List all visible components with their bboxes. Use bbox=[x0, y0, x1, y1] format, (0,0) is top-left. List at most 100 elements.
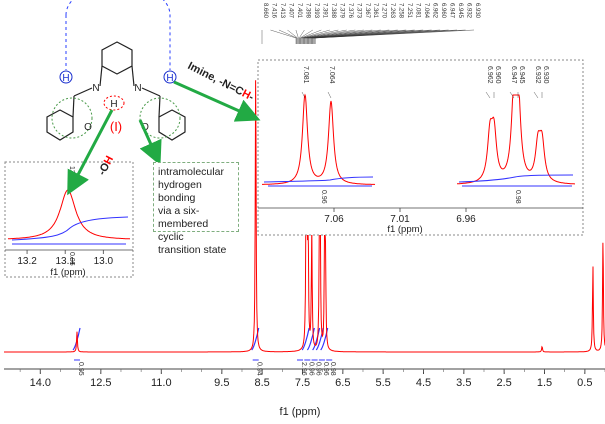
peak-label: 7.081 bbox=[415, 3, 421, 19]
bond-imine-right bbox=[141, 87, 161, 97]
peak-label: 7.373 bbox=[355, 3, 361, 19]
aromatic-inset-panel: 7.081 7.064 6.962 6.960 6.947 6.945 6.932 6.930… bbox=[257, 59, 584, 236]
oh-h-highlight bbox=[103, 95, 125, 111]
left-imine-h-label: H bbox=[62, 73, 69, 84]
peak-label: 7.413 bbox=[279, 3, 285, 19]
integral-curve bbox=[312, 327, 321, 351]
peak-label-leader bbox=[303, 29, 356, 39]
right-phenol-ring bbox=[158, 109, 186, 141]
peak-label: 7.367 bbox=[364, 3, 370, 19]
aromatic-inset-peak-label: 7.064 bbox=[328, 66, 335, 84]
peak-label-leader bbox=[299, 29, 305, 39]
main-x-tick-label: 8.5 bbox=[254, 377, 269, 389]
peak-label: 7.407 bbox=[287, 3, 293, 19]
right-o-atom: O bbox=[141, 122, 149, 133]
integral-value: 0.98 bbox=[329, 362, 336, 376]
main-x-tick-label: 4.5 bbox=[416, 377, 431, 389]
peak-label-leader bbox=[299, 29, 313, 39]
aromatic-inset-tick-label: 7.06 bbox=[324, 214, 344, 225]
aromatic-inset-peak-label: 7.081 bbox=[302, 66, 309, 84]
integral-curve bbox=[301, 327, 310, 351]
peak-label-leader bbox=[295, 29, 299, 39]
main-x-tick-label: 7.5 bbox=[295, 377, 310, 389]
main-x-tick-label: 14.0 bbox=[30, 377, 51, 389]
left-hbond-ring-highlight bbox=[51, 97, 93, 139]
main-peak-label-list: 8.660 7.416 7.413 7.407 7.401 7.398 7.393 7.391… bbox=[261, 3, 480, 44]
peak-label: 6.962 bbox=[432, 3, 438, 19]
bond-ring-left bbox=[72, 95, 75, 118]
peak-label: 7.064 bbox=[423, 3, 429, 19]
imine-arrow bbox=[173, 80, 261, 122]
bond-c-n-left bbox=[99, 65, 103, 87]
oh-arrow bbox=[67, 109, 114, 196]
peak-label: 7.361 bbox=[372, 3, 378, 19]
main-x-tick-label: 6.5 bbox=[335, 377, 350, 389]
left-imine-h-circle bbox=[59, 70, 73, 84]
right-imine-h-label: H bbox=[166, 73, 173, 84]
integral-curve bbox=[315, 327, 324, 351]
hbond-arrow bbox=[138, 119, 162, 166]
peak-label: 7.393 bbox=[313, 3, 319, 19]
oh-h-atom: H bbox=[110, 99, 117, 110]
aromatic-inset-integral-b bbox=[458, 174, 574, 183]
note-line: via a six- bbox=[158, 205, 200, 217]
aromatic-inset-tick-label: 6.96 bbox=[456, 214, 476, 225]
peak-label: 7.388 bbox=[330, 3, 336, 19]
aromatic-inset-peak-label: 6.962 bbox=[486, 66, 493, 84]
note-line: membered cyclic bbox=[158, 218, 209, 243]
main-x-tick-label: 12.5 bbox=[90, 377, 111, 389]
note-line: intramolecular bbox=[158, 166, 224, 178]
aromatic-inset-peak-label: 6.945 bbox=[518, 66, 525, 84]
integral-curve bbox=[306, 327, 315, 351]
peak-label-leader bbox=[305, 29, 373, 39]
integral-value: 0.95 bbox=[77, 362, 84, 376]
aromatic-inset-integral-value: 0.96 bbox=[320, 190, 327, 204]
left-phenol-ring bbox=[46, 109, 74, 141]
main-x-tick-label: 9.5 bbox=[214, 377, 229, 389]
main-spectrum-line bbox=[4, 80, 605, 353]
peak-label: 7.251 bbox=[406, 3, 412, 19]
aromatic-inset-peak-label: 6.960 bbox=[494, 66, 501, 84]
peak-label-leader bbox=[304, 29, 364, 39]
left-o-atom: O bbox=[84, 122, 92, 133]
compound-label-roman: (I) bbox=[110, 119, 122, 134]
imine-annotation: Imine, -N=CH- bbox=[186, 60, 256, 104]
peak-label: 7.401 bbox=[296, 3, 302, 19]
peak-label: 6.960 bbox=[440, 3, 446, 19]
peak-label: 8.660 bbox=[262, 3, 268, 19]
aromatic-inset-plot: 7.081 7.064 6.962 6.960 6.947 6.945 6.932 6.930… bbox=[262, 66, 575, 225]
integral-value: 0.96 bbox=[322, 362, 329, 376]
main-x-tick-label: 0.5 bbox=[577, 377, 592, 389]
bond-imine-left bbox=[73, 87, 93, 97]
aromatic-inset-peak-leader bbox=[327, 91, 332, 99]
note-line: transition state bbox=[158, 244, 227, 256]
aromatic-inset-peak-leader bbox=[485, 91, 491, 99]
molecule-structure bbox=[46, 0, 186, 141]
peak-label-leader bbox=[300, 29, 322, 39]
aromatic-inset-spectrum-b bbox=[457, 94, 575, 185]
right-hbond-ring-highlight bbox=[139, 97, 181, 139]
oh-inset-integral-value: 0.95 bbox=[68, 252, 75, 266]
central-benzene-ring bbox=[101, 41, 133, 75]
aromatic-inset-peak-label: 6.930 bbox=[542, 66, 549, 84]
peak-label-leader bbox=[303, 29, 347, 39]
integral-value: 0.94 bbox=[256, 362, 263, 376]
peak-label: 6.945 bbox=[457, 3, 463, 19]
peak-label-leader bbox=[306, 29, 381, 39]
peak-label: 6.947 bbox=[449, 3, 455, 19]
peak-label: 6.930 bbox=[474, 3, 480, 19]
aromatic-inset-frame bbox=[257, 59, 584, 236]
peak-label: 6.932 bbox=[466, 3, 472, 19]
peak-label-leader bbox=[278, 29, 297, 39]
aromatic-inset-peak-leader bbox=[533, 91, 539, 99]
hbond-note-box: intramolecular hydrogen bonding via a si… bbox=[153, 162, 239, 256]
peak-label: 7.391 bbox=[321, 3, 327, 19]
peak-label: 7.258 bbox=[398, 3, 404, 19]
integral-value: 0.96 bbox=[315, 362, 322, 376]
integral-curve bbox=[251, 327, 260, 351]
left-n-atom: N bbox=[92, 83, 99, 94]
main-x-tick-label: 1.5 bbox=[537, 377, 552, 389]
